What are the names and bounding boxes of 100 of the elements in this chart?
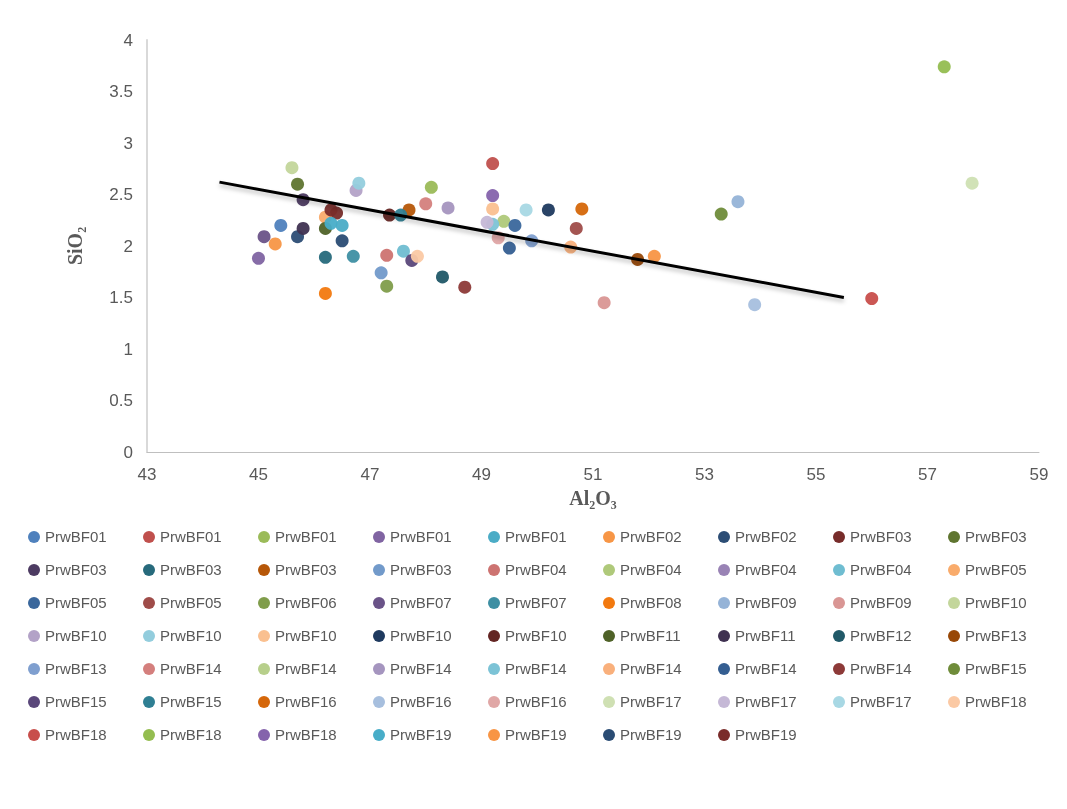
point	[424, 180, 438, 194]
legend-label: PrwBF17	[620, 693, 682, 710]
legend-label: PrwBF10	[965, 594, 1027, 611]
x-tick-label: 45	[249, 465, 268, 484]
legend-label: PrwBF09	[850, 594, 912, 611]
point	[352, 176, 366, 190]
legend-label: PrwBF01	[45, 528, 107, 545]
x-tick-label: 51	[583, 465, 603, 484]
point	[324, 216, 338, 230]
point	[318, 286, 332, 300]
legend-label: PrwBF10	[45, 627, 107, 644]
x-tick-label: 47	[360, 465, 380, 484]
legend-label: PrwBF06	[275, 594, 337, 611]
legend-label: PrwBF18	[160, 726, 222, 743]
y-axis-title: SiO₂	[64, 226, 86, 266]
legend-label: PrwBF19	[390, 726, 452, 743]
point	[714, 207, 728, 221]
point	[486, 189, 500, 203]
legend-label: PrwBF10	[275, 627, 337, 644]
point	[541, 203, 555, 217]
legend-label: PrwBF18	[965, 693, 1027, 710]
legend-label: PrwBF04	[850, 561, 912, 578]
point	[569, 221, 583, 235]
legend-label: PrwBF14	[620, 660, 682, 677]
point	[748, 298, 762, 312]
point	[435, 270, 449, 284]
legend-label: PrwBF02	[620, 528, 682, 545]
point	[274, 218, 288, 232]
point	[291, 177, 305, 191]
legend-label: PrwBF19	[505, 726, 567, 743]
y-tick-label: 0.5	[109, 391, 133, 410]
legend-label: PrwBF16	[275, 693, 337, 710]
x-tick-label: 57	[918, 465, 937, 484]
y-tick-label: 3.5	[109, 82, 133, 101]
point	[296, 221, 310, 235]
legend-label: PrwBF13	[45, 660, 107, 677]
legend-label: PrwBF14	[505, 660, 567, 677]
point	[346, 249, 360, 263]
point	[965, 176, 979, 190]
legend-label: PrwBF09	[735, 594, 797, 611]
legend-label: PrwBF14	[735, 660, 797, 677]
legend-label: PrwBF16	[505, 693, 567, 710]
legend-label: PrwBF14	[275, 660, 337, 677]
legend-label: PrwBF05	[45, 594, 107, 611]
point	[374, 266, 388, 280]
legend-label: PrwBF05	[965, 561, 1027, 578]
point	[458, 280, 472, 294]
point	[480, 215, 494, 229]
point	[865, 292, 879, 306]
point	[419, 197, 433, 211]
point	[441, 201, 455, 215]
point	[597, 296, 611, 310]
x-tick-label: 49	[472, 465, 491, 484]
legend-label: PrwBF17	[735, 693, 797, 710]
legend-label: PrwBF01	[390, 528, 452, 545]
point	[937, 60, 951, 74]
legend-label: PrwBF18	[275, 726, 337, 743]
y-tick-label: 3	[123, 133, 133, 153]
point	[285, 161, 299, 175]
x-tick-label: 43	[137, 465, 157, 484]
legend-label: PrwBF19	[620, 726, 682, 743]
point	[252, 251, 265, 265]
legend-label: PrwBF13	[965, 627, 1027, 644]
x-axis-title: Al₂O₃	[569, 487, 617, 509]
legend-label: PrwBF03	[160, 561, 222, 578]
point	[731, 195, 745, 209]
legend-label: PrwBF04	[735, 561, 797, 578]
y-tick-label: 2	[123, 236, 133, 256]
point	[318, 250, 332, 264]
point	[497, 214, 511, 228]
point	[519, 203, 533, 217]
x-tick-label: 53	[695, 465, 714, 484]
legend-label: PrwBF03	[275, 561, 337, 578]
point	[486, 157, 500, 171]
legend-label: PrwBF04	[620, 561, 682, 578]
legend-label: PrwBF10	[390, 627, 452, 644]
point	[335, 218, 349, 232]
legend-label: PrwBF10	[160, 627, 222, 644]
y-tick-label: 1.5	[109, 288, 133, 307]
legend-label: PrwBF03	[390, 561, 452, 578]
point	[380, 279, 394, 293]
legend-label: PrwBF15	[965, 660, 1027, 677]
y-tick-label: 0	[123, 442, 133, 462]
point	[396, 244, 410, 258]
legend-label: PrwBF01	[160, 528, 222, 545]
x-tick-label: 55	[806, 465, 826, 484]
point	[268, 237, 282, 251]
y-tick-label: 1	[123, 339, 133, 359]
legend-label: PrwBF07	[505, 594, 567, 611]
point	[380, 248, 394, 262]
y-tick-label: 2.5	[109, 185, 133, 204]
legend-label: PrwBF03	[965, 528, 1027, 545]
legend-label: PrwBF11	[735, 627, 796, 644]
point	[486, 202, 500, 216]
legend-label: PrwBF17	[850, 693, 912, 710]
legend-label: PrwBF04	[505, 561, 567, 578]
legend-label: PrwBF08	[620, 594, 682, 611]
point	[257, 230, 271, 244]
legend-label: PrwBF14	[160, 660, 222, 677]
legend-label: PrwBF07	[390, 594, 452, 611]
